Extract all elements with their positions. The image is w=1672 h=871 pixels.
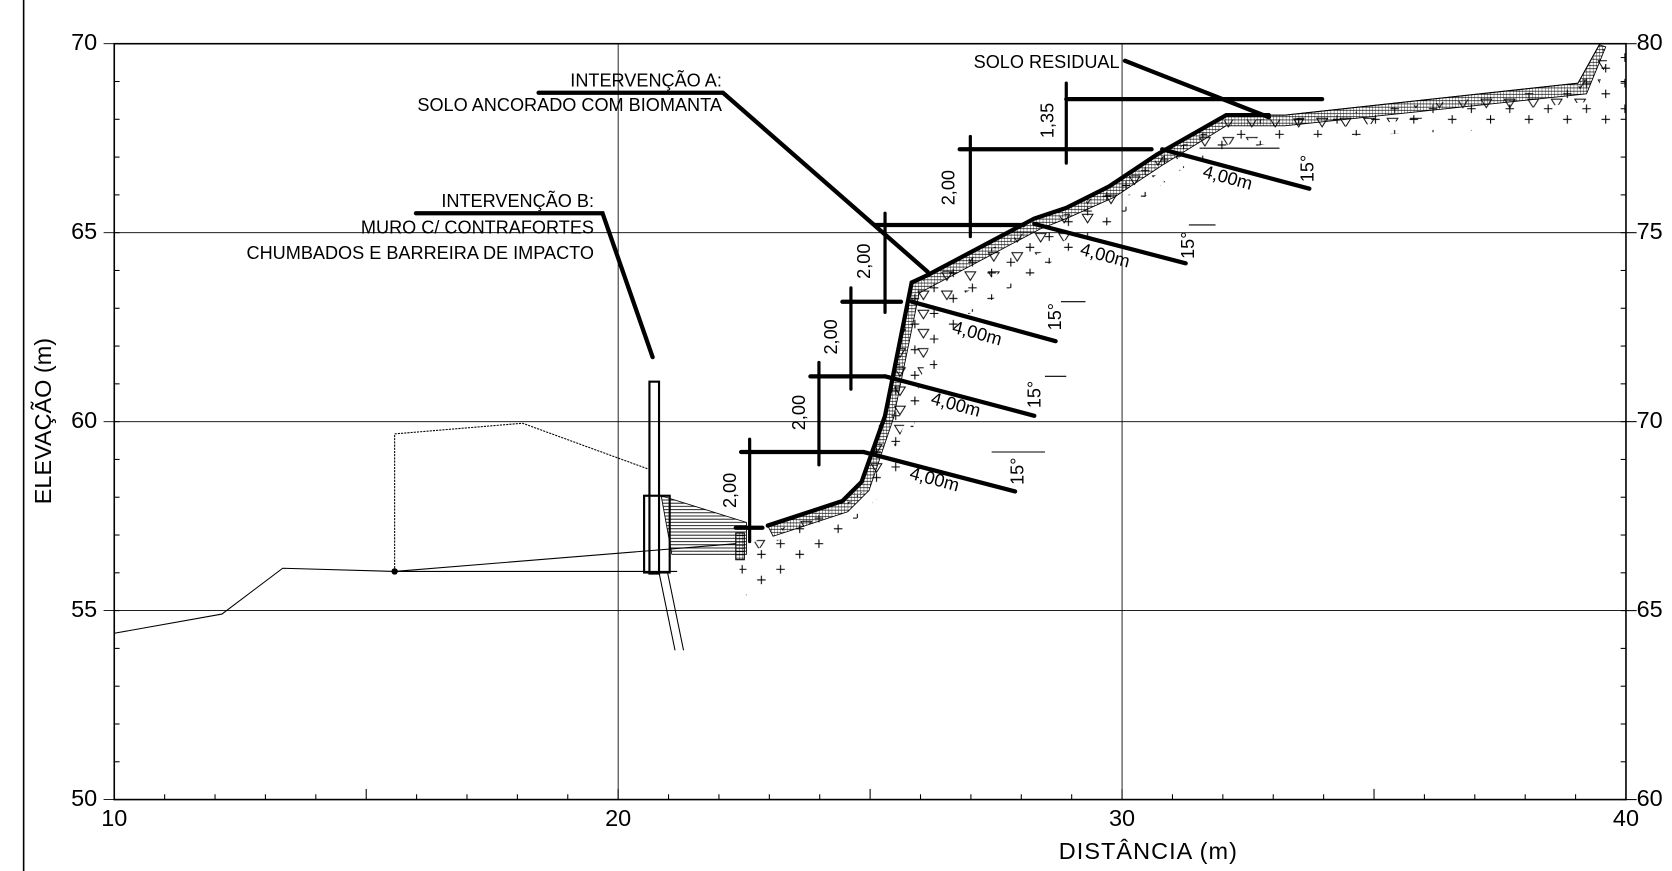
leader-a [536,90,930,274]
x-tick-label: 10 [101,805,127,831]
label: SOLO RESIDUAL [974,52,1120,72]
label: CHUMBADOS E BARREIRA DE IMPACTO [246,243,594,263]
x-tick-label: 40 [1613,805,1639,831]
height-label: 2,00 [789,395,809,430]
y2-tick-label: 60 [1637,785,1663,811]
height-label: 1,35 [1037,103,1057,138]
y2-tick-label: 75 [1637,218,1663,244]
height-label: 2,00 [938,170,958,205]
y-tick-label: 65 [71,218,97,244]
height-label: 2,00 [821,319,841,354]
y-tick-label: 50 [71,785,97,811]
backfill [660,495,747,555]
x-tick-label: 20 [605,805,631,831]
label: INTERVENÇÃO A: [570,69,722,90]
slope-surface [765,113,1271,528]
y-tick-label: 60 [71,407,97,433]
anchor-length-label: 4,00m [950,317,1004,349]
building-outline [394,422,649,572]
angle-label: 15° [1178,232,1198,259]
y2-tick-label: 65 [1637,596,1663,622]
leader-b [413,211,655,360]
point [391,568,398,575]
ground-line [1268,44,1600,116]
reference-lines [991,147,1280,453]
anchor-length-label: 4,00m [908,463,962,495]
y-axis-label: ELEVAÇÃO (m) [30,338,56,504]
anchor-length-label: 4,00m [929,388,983,420]
height-label: 2,00 [720,473,740,508]
anchor-piles [658,572,685,651]
y2-tick-label: 80 [1637,29,1663,55]
anchor-length-label: 4,00m [1078,239,1132,271]
label: MURO C/ CONTRAFORTES [361,217,594,237]
residual-soil [735,47,1626,598]
anchor-length-label: 4,00m [1201,161,1255,193]
angle-label: 15° [1025,381,1045,408]
axes: 10 20 30 40 50 55 60 65 70 60 65 70 75 80 DISTÂNCIA (m… [30,29,1663,864]
leader-residual [1122,58,1271,120]
x-tick-label: 30 [1109,805,1135,831]
ground-left [114,567,678,634]
angle-label: 15° [1008,458,1028,485]
buttress-wall [643,494,671,574]
y2-tick-label: 70 [1637,407,1663,433]
toe [735,532,745,561]
y-tick-label: 70 [71,29,97,55]
height-label: 2,00 [854,244,874,279]
anchors [733,81,1325,544]
impact-barrier [648,380,661,575]
y-tick-label: 55 [71,596,97,622]
label: INTERVENÇÃO B: [441,190,594,211]
x-axis-label: DISTÂNCIA (m) [1059,838,1238,864]
angle-label: 15° [1298,155,1318,182]
label: SOLO ANCORADO COM BIOMANTA [417,95,722,115]
dimension-labels: 2,00 2,00 2,00 2,00 2,00 1,35 4,00m 4,00m 4,00m 4… [720,103,1318,508]
angle-label: 15° [1045,303,1065,330]
